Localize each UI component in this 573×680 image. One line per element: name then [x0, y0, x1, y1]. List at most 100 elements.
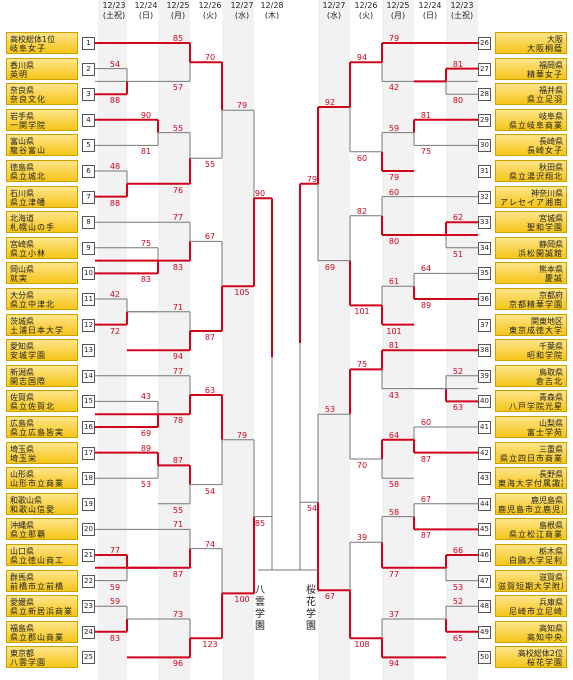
score-label: 51	[452, 249, 464, 259]
team-school: 就実	[10, 274, 28, 284]
score-label: 60	[420, 418, 432, 427]
seed-number: 12	[82, 318, 95, 332]
column-band	[98, 0, 127, 680]
seed-number: 2	[82, 62, 95, 76]
date-header: 12/24 (日)	[418, 1, 442, 20]
seed-number: 31	[478, 165, 491, 178]
score-label: 53	[452, 582, 464, 592]
team-card: 鳥取県 倉吉北	[495, 364, 567, 387]
seed-number: 9	[82, 241, 95, 255]
team-card: 京都府 京都精華学園	[495, 288, 567, 310]
team-card: 宮城県 聖和学園	[495, 211, 567, 234]
seed-number: 14	[82, 369, 95, 383]
date-header: 12/23 (土祝)	[450, 1, 474, 20]
team-card: 山口県 県立徳山商工	[6, 544, 78, 566]
score-label: 72	[109, 326, 121, 336]
score-label: 59	[109, 597, 121, 607]
seed-number: 16	[82, 421, 95, 434]
seed-number: 7	[82, 190, 95, 204]
score-label: 81	[388, 341, 400, 351]
team-prefecture: 京都府	[539, 291, 563, 300]
seed-number: 36	[478, 293, 491, 306]
score-label: 48	[109, 162, 121, 171]
score-label: 54	[306, 504, 318, 514]
date-header: 12/27 (水)	[230, 1, 254, 20]
score-label: 81	[420, 110, 432, 120]
team-school: アレセイア湘南	[500, 197, 563, 207]
score-label: 60	[356, 153, 368, 163]
column-band	[446, 0, 478, 680]
score-label: 52	[452, 366, 464, 376]
score-label: 59	[109, 582, 121, 592]
team-school: 県立小林	[10, 248, 46, 258]
team-school: 前橋市立前橋	[10, 581, 64, 591]
team-school: 岐阜女子	[10, 44, 46, 53]
seed-number: 13	[82, 344, 95, 358]
team-card: 神奈川県 アレセイア湘南	[495, 185, 567, 208]
date-header: 12/26 (火)	[198, 1, 222, 20]
score-label: 53	[140, 480, 152, 490]
team-school: 奈良文化	[10, 95, 46, 105]
seed-number: 3	[82, 88, 95, 102]
team-card: 鹿児島県鹿児島市立鹿児島女子	[495, 492, 567, 515]
team-prefecture: 佐賀県	[10, 393, 34, 403]
team-school: 県立足羽	[527, 95, 563, 105]
column-band	[158, 0, 190, 680]
team-card: 愛媛県 県立新居浜商業	[6, 595, 78, 618]
score-label: 37	[388, 610, 400, 619]
score-label: 43	[388, 390, 400, 400]
score-label: 101	[386, 326, 402, 336]
seed-number: 22	[82, 574, 95, 588]
score-label: 94	[388, 659, 400, 669]
column-band	[318, 0, 350, 680]
score-label: 76	[172, 185, 184, 195]
seed-number: 47	[478, 574, 491, 588]
team-school: 山形市立商業	[10, 479, 64, 489]
team-card: 大阪 大阪桐蔭	[495, 32, 567, 54]
score-label: 71	[172, 302, 184, 312]
score-label: 77	[172, 213, 184, 223]
team-school: 一関学院	[10, 120, 46, 130]
team-prefecture: 茨城県	[10, 316, 34, 326]
seed-number: 28	[478, 88, 491, 102]
team-school: 県立岐阜商業	[509, 120, 563, 130]
seed-number: 19	[82, 497, 95, 511]
score-label: 70	[356, 461, 368, 470]
score-label: 77	[109, 546, 121, 555]
team-school: 県立那覇	[10, 530, 46, 540]
team-prefecture: 群馬県	[10, 572, 34, 582]
team-card: 宮崎県 県立小林	[6, 236, 78, 259]
team-prefecture: 岩手県	[10, 111, 34, 121]
score-label: 89	[140, 443, 152, 453]
seed-number: 48	[478, 600, 491, 614]
team-prefecture: 山形県	[10, 470, 34, 480]
score-label: 55	[204, 160, 216, 170]
score-label: 79	[236, 101, 248, 111]
team-school: 安城学園	[10, 351, 46, 361]
seed-number: 35	[478, 267, 491, 281]
team-school: 県立城北	[10, 172, 46, 181]
score-label: 67	[204, 232, 216, 242]
team-prefecture: 三重県	[539, 444, 563, 454]
team-card: 群馬県 前橋市立前橋	[6, 569, 78, 592]
seed-number: 37	[478, 318, 491, 332]
team-card: 徳島県 県立城北	[6, 160, 78, 182]
seed-number: 49	[478, 625, 491, 639]
score-label: 94	[356, 53, 368, 63]
seed-number: 33	[478, 216, 491, 230]
team-school: 土浦日本大学	[10, 325, 64, 335]
team-school: 和歌山信愛	[10, 504, 55, 514]
score-label: 78	[172, 416, 184, 426]
score-label: 83	[140, 275, 152, 285]
seed-number: 17	[82, 446, 95, 460]
score-label: 54	[109, 59, 121, 69]
team-card: 茨城県 土浦日本大学	[6, 313, 78, 336]
team-school: 精華女子	[527, 69, 563, 79]
team-school: 昭和学院	[527, 351, 563, 361]
team-prefecture: 宮崎県	[10, 239, 34, 249]
team-prefecture: 島根県	[539, 521, 563, 531]
team-card: 広島県 県立広島皆実	[6, 416, 78, 438]
seed-number: 8	[82, 216, 95, 230]
score-label: 52	[452, 597, 464, 607]
team-school: 県立松江商業	[509, 530, 563, 540]
